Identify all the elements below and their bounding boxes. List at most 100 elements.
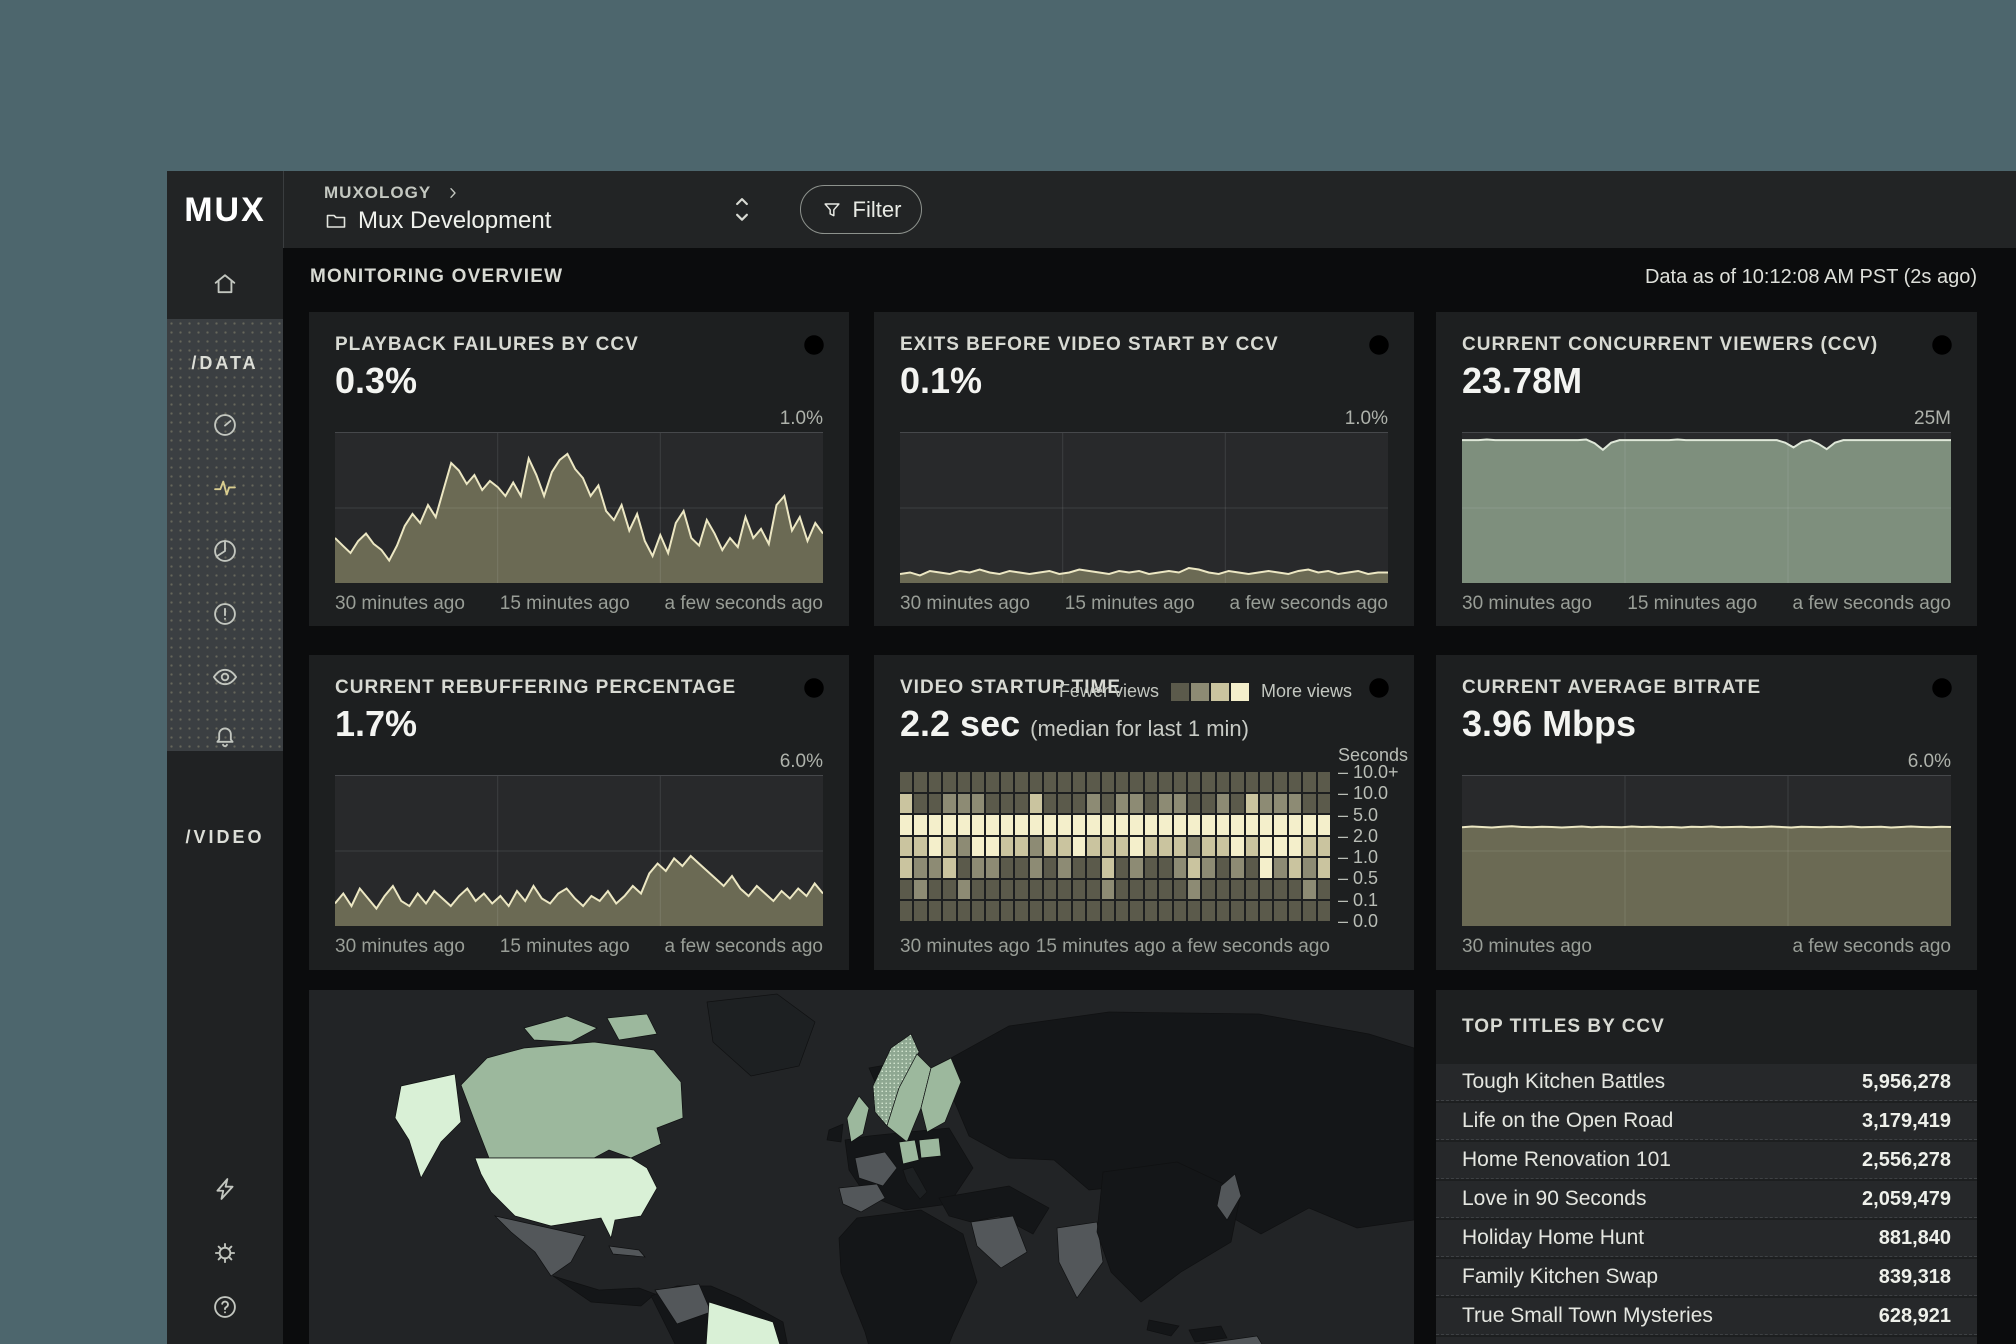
title-name: Home Renovation 101	[1462, 1148, 1671, 1171]
heatmap-cell	[1173, 879, 1186, 900]
info-icon[interactable]	[1929, 332, 1955, 358]
info-icon[interactable]	[801, 332, 827, 358]
filter-button[interactable]: Filter	[800, 185, 922, 234]
heatmap-cell	[1000, 772, 1014, 792]
chevron-right-icon	[445, 185, 461, 201]
info-icon[interactable]	[801, 675, 827, 701]
heatmap-cell	[957, 858, 970, 878]
breadcrumb[interactable]: MUXOLOGY Mux Development	[324, 183, 551, 235]
pie-chart-icon[interactable]	[211, 537, 239, 565]
heatmap-cell	[1245, 858, 1258, 878]
heatmap-cell	[1288, 793, 1302, 814]
card-value-note: (median for last 1 min)	[1030, 716, 1249, 741]
heatmap-cell	[1288, 858, 1302, 878]
info-icon[interactable]	[1929, 675, 1955, 701]
heatmap-cell	[900, 879, 913, 900]
heatmap-cell	[1015, 815, 1028, 835]
heatmap-cell	[1173, 793, 1186, 814]
x-axis-label: 30 minutes ago	[1462, 936, 1592, 957]
heatmap-ytick-label: – 10.0+	[1338, 762, 1399, 782]
heatmap-cell	[1115, 858, 1129, 878]
heatmap-cell	[1274, 772, 1287, 792]
heatmap-cell	[1173, 772, 1186, 792]
title-name: Love in 90 Seconds	[1462, 1187, 1647, 1210]
speedometer-icon[interactable]	[211, 411, 239, 439]
title-name: Holiday Home Hunt	[1462, 1226, 1645, 1249]
heatmap-cell	[1087, 836, 1100, 857]
bell-icon[interactable]	[211, 722, 239, 750]
info-icon[interactable]	[1366, 675, 1392, 701]
playback-failures-chart	[335, 432, 823, 583]
card-title: CURRENT CONCURRENT VIEWERS (CCV)	[1462, 334, 1879, 355]
heatmap-cell	[1202, 879, 1215, 900]
title-name: Life on the Open Road	[1462, 1109, 1674, 1132]
heatmap-cell	[1259, 879, 1273, 900]
heatmap-cell	[943, 815, 956, 835]
heatmap-cell	[1058, 793, 1071, 814]
heatmap-cell	[1130, 858, 1143, 878]
heatmap-cell	[971, 772, 985, 792]
legend-more-label: More views	[1260, 681, 1352, 701]
heatmap-cell	[914, 858, 927, 878]
heatmap-cell	[914, 793, 927, 814]
breadcrumb-org[interactable]: MUXOLOGY	[324, 183, 432, 202]
heatmap-cell	[914, 836, 927, 857]
gear-icon[interactable]	[211, 1239, 239, 1267]
heatmap-cell	[1144, 836, 1158, 857]
heatmap-cell	[986, 836, 999, 857]
heatmap-cell	[1115, 879, 1129, 900]
heatmap-cell	[971, 815, 985, 835]
heatmap-cell	[1245, 836, 1258, 857]
heatmap-cell	[928, 793, 942, 814]
activity-icon[interactable]	[211, 474, 239, 502]
card-value: 3.96 Mbps	[1462, 703, 1637, 744]
info-icon[interactable]	[1366, 332, 1392, 358]
heatmap-cell	[900, 836, 913, 857]
heatmap-cell	[1058, 836, 1071, 857]
heatmap-cell	[1130, 815, 1143, 835]
help-icon[interactable]	[211, 1293, 239, 1321]
heatmap-cell	[1029, 879, 1042, 900]
x-axis-label: a few seconds ago	[664, 936, 823, 957]
environment-select-chevrons[interactable]	[729, 191, 755, 227]
x-axis-label: 15 minutes ago	[1064, 593, 1195, 614]
heatmap-ytick-label: – 0.1	[1338, 889, 1379, 910]
heatmap-cell	[1101, 815, 1114, 835]
home-icon[interactable]	[211, 270, 239, 298]
heatmap-cell	[1317, 793, 1330, 814]
heatmap-cell	[957, 879, 970, 900]
heatmap-cell	[1115, 836, 1129, 857]
heatmap-cell	[1130, 836, 1143, 857]
heatmap-cell	[1259, 772, 1273, 792]
heatmap-cell	[914, 772, 927, 792]
heatmap-cell	[1144, 858, 1158, 878]
heatmap-cell	[928, 815, 942, 835]
heatmap-cell	[1231, 793, 1244, 814]
heatmap-cell	[986, 793, 999, 814]
heatmap-cell	[1187, 858, 1201, 878]
heatmap-ytick-label: – 0.5	[1338, 868, 1379, 889]
alert-icon[interactable]	[211, 600, 239, 628]
heatmap-cell	[1115, 901, 1129, 921]
lightning-icon[interactable]	[211, 1175, 239, 1203]
heatmap-cell	[1187, 815, 1201, 835]
heatmap-cell	[957, 901, 970, 921]
heatmap-cell	[1317, 879, 1330, 900]
card-title: VIDEO STARTUP TIME	[900, 677, 1122, 698]
heatmap-cell	[1288, 901, 1302, 921]
x-axis-label: 15 minutes ago	[499, 936, 630, 957]
heatmap-cell	[1288, 836, 1302, 857]
heatmap-y-axis-title: Seconds	[1338, 745, 1409, 765]
environment-name[interactable]: Mux Development	[358, 207, 552, 234]
card-title: CURRENT AVERAGE BITRATE	[1462, 677, 1762, 698]
heatmap-cell	[1000, 793, 1014, 814]
eye-icon[interactable]	[211, 663, 239, 691]
heatmap-cell	[1274, 879, 1287, 900]
heatmap-cell	[1072, 901, 1086, 921]
rebuffering-card: CURRENT REBUFFERING PERCENTAGE 1.7% 6.0%…	[309, 655, 849, 970]
heatmap-cell	[1216, 836, 1230, 857]
heatmap-cell	[1159, 772, 1172, 792]
heatmap-cell	[914, 901, 927, 921]
heatmap-cell	[1087, 879, 1100, 900]
heatmap-cell	[1231, 772, 1244, 792]
